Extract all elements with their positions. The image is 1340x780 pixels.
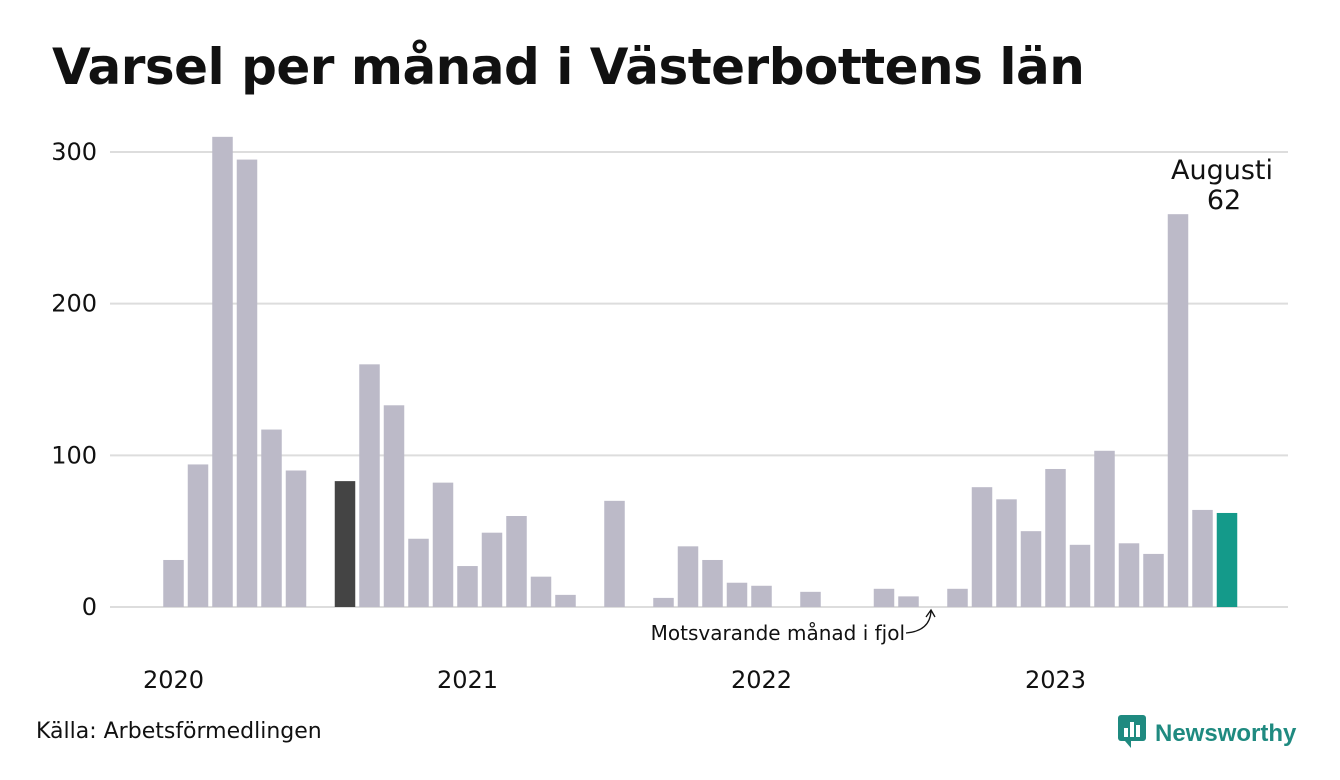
previous-year-label: Motsvarande månad i fjol [651,621,905,645]
bar [677,546,699,607]
bar [971,487,993,607]
newsworthy-logo-icon [1117,714,1147,754]
y-tick-label: 0 [82,593,97,621]
bar [555,594,576,607]
bar [408,538,429,607]
bar [1143,553,1164,607]
x-axis-ticks: 2020 2021 2022 2023 [143,666,1086,694]
bar [996,499,1017,607]
bar [1118,543,1140,607]
bar [1045,468,1066,607]
bar [947,588,968,607]
x-tick-label: 2023 [1025,666,1086,694]
chart-title: Varsel per månad i Västerbottens län [52,38,1085,96]
bar [359,364,380,607]
bar [481,532,503,607]
bar [800,591,821,607]
x-tick-label: 2020 [143,666,204,694]
bar [898,596,919,607]
x-tick-label: 2021 [437,666,498,694]
bar [604,500,625,607]
bar-previous-year [334,481,356,607]
source-note: Källa: Arbetsförmedlingen [36,719,322,744]
bar-current-month [1216,512,1238,607]
bar [457,566,478,607]
bar [383,405,405,607]
bar [1094,450,1115,607]
current-month-value: 62 [1207,185,1241,216]
bar [261,429,282,607]
bar [506,516,527,607]
bar [751,585,772,607]
previous-year-arrow [905,608,936,634]
bars [163,136,1238,608]
bar [1020,531,1042,607]
y-tick-label: 300 [51,138,97,166]
grid-lines [110,151,1288,608]
bar [432,482,454,607]
y-tick-label: 200 [51,290,97,318]
bar [187,464,209,607]
bar [653,597,674,607]
y-axis-ticks: 0 100 200 300 [51,138,97,621]
bar [212,136,233,608]
bar [726,582,748,607]
brand: Newsworthy [1117,714,1296,754]
y-tick-label: 100 [51,441,97,469]
bar [702,559,723,607]
brand-name: Newsworthy [1155,720,1297,747]
bar [1192,509,1213,607]
bar [236,159,258,608]
current-month-label: Augusti [1171,155,1273,186]
bar [163,559,184,607]
bar [285,470,307,607]
bar [530,576,552,607]
annotations: Augusti 62 Motsvarande månad i fjol [651,155,1273,645]
bar [1167,214,1189,607]
x-tick-label: 2022 [731,666,792,694]
bar [1069,544,1091,607]
bar [873,588,895,607]
